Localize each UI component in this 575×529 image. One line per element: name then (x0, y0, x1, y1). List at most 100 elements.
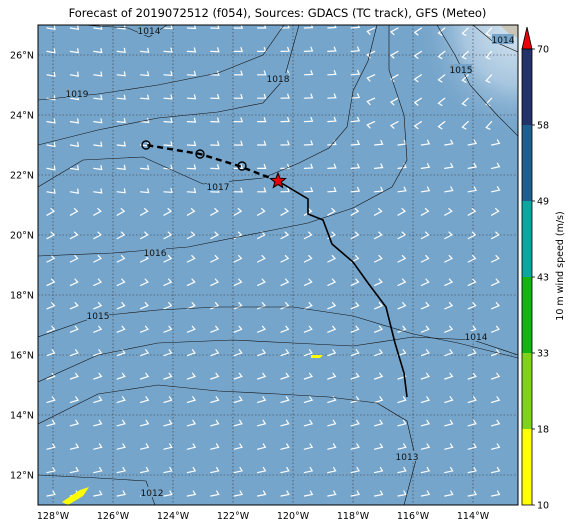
wind-barb (327, 140, 337, 146)
wind-barb (210, 396, 220, 403)
wind-barb (413, 50, 422, 59)
wind-barb (491, 186, 501, 193)
wind-barb (69, 325, 79, 333)
wind-barb (116, 231, 126, 240)
graticule (38, 25, 518, 505)
wind-barb (374, 208, 383, 216)
wind-barb (210, 140, 220, 146)
wind-barb (186, 231, 196, 240)
wind-barb (140, 231, 149, 240)
isobar-label: 1016 (144, 249, 167, 259)
wind-barb (46, 188, 56, 194)
isobar-label-bg (66, 88, 88, 98)
wind-speed-colorbar: 10 18 33 43 49 58 70 (521, 26, 549, 512)
lat-tick-label: 14°N (10, 411, 34, 422)
wind-barb (69, 372, 79, 380)
wind-barb (327, 466, 337, 474)
wind-barb (46, 419, 56, 427)
forecast-track-line (145, 143, 279, 183)
isobar-label: 1012 (141, 489, 164, 499)
wind-barb (163, 187, 173, 194)
wind-barb (374, 490, 384, 497)
isobar-label: 1017 (207, 183, 230, 193)
wind-barb (327, 349, 337, 357)
wind-barb (280, 140, 290, 146)
wind-barb (280, 396, 290, 403)
wind-barb (69, 71, 80, 77)
wind-barb (163, 117, 173, 123)
isobar-label-bg (267, 73, 289, 83)
wind-barb (163, 208, 173, 216)
map-panel[interactable]: 1019 1018 1017 1016 1015 1015 1014 1014 1013 1012… (37, 24, 519, 506)
wind-barb (303, 46, 314, 52)
wind-barb (444, 396, 454, 403)
wind-barb (467, 186, 478, 193)
wind-barb (93, 419, 103, 427)
wind-barb (257, 208, 266, 216)
wind-barb (93, 278, 103, 286)
wind-barb (140, 396, 150, 403)
wind-barb (257, 396, 267, 403)
lat-tick-label: 12°N (10, 471, 34, 482)
wind-barb (140, 71, 150, 77)
wind-barb (210, 255, 220, 263)
wind-barb (257, 490, 267, 497)
wind-barb (350, 443, 360, 450)
wind-barb (257, 117, 267, 123)
wind-barb (420, 139, 431, 146)
wind-barb (46, 71, 56, 77)
wind-barb (350, 255, 360, 263)
wind-barb (46, 231, 56, 240)
isobar-label: 1014 (492, 36, 515, 46)
colorbar-segment (522, 125, 532, 201)
wind-barb (491, 419, 501, 427)
wind-barb (444, 419, 454, 427)
wind-barb (93, 208, 102, 216)
wind-barb (69, 25, 80, 31)
wind-barb (467, 419, 477, 427)
wind-speed-area (62, 487, 89, 505)
lon-tick-label: 120°W (277, 511, 310, 522)
wind-barb (163, 372, 173, 380)
wind-barb (46, 208, 56, 216)
wind-barb (350, 278, 360, 286)
wind-barb (46, 302, 56, 310)
wind-barb (437, 27, 446, 36)
wind-barb (280, 187, 290, 193)
wind-barb (366, 74, 376, 82)
lat-tick-label: 20°N (10, 231, 34, 242)
isobar-label-bg (396, 451, 418, 461)
wind-barb (93, 48, 103, 54)
wind-barb (491, 302, 500, 310)
wind-barb (374, 349, 384, 357)
isobar-label: 1013 (396, 453, 419, 463)
wind-barb (374, 443, 384, 450)
wind-barb (303, 255, 313, 263)
wind-barb (140, 188, 150, 194)
wind-barb (140, 372, 150, 380)
wind-barb (444, 466, 454, 474)
wind-barb (461, 97, 469, 107)
colorbar-tick-label: 33 (537, 349, 549, 360)
wind-barb (397, 163, 407, 169)
wind-barb (444, 162, 454, 169)
wind-barb (303, 419, 314, 427)
wind-barb (93, 443, 103, 450)
wind-barb (327, 443, 337, 450)
wind-barb (163, 349, 173, 357)
wind-barb (186, 278, 196, 286)
wind-barb (210, 94, 220, 100)
colorbar-tick-label: 49 (537, 197, 549, 208)
wind-barb (366, 27, 376, 35)
wind-barb (397, 255, 407, 263)
wind-barb (437, 74, 446, 83)
wind-barb (303, 278, 313, 286)
wind-barb (420, 396, 431, 403)
wind-barb (233, 443, 243, 450)
wind-barb (257, 349, 267, 357)
wind-barb (93, 231, 102, 240)
wind-barb (93, 118, 103, 124)
wind-barb (257, 443, 267, 450)
wind-barb (485, 74, 493, 83)
wind-barb (163, 466, 173, 474)
